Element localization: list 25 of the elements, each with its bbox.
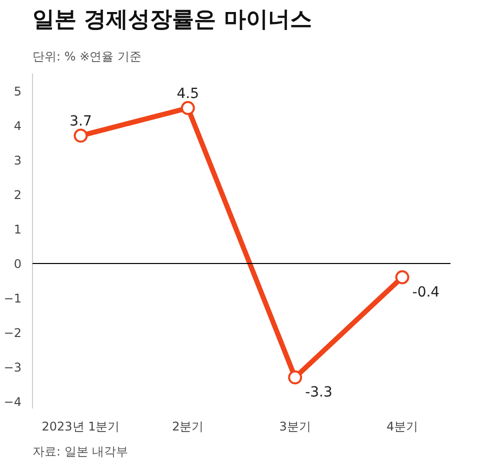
y-tick-label: 0 bbox=[14, 256, 22, 271]
y-tick-label: 3 bbox=[14, 153, 22, 168]
data-label: 4.5 bbox=[176, 86, 200, 102]
y-tick-label: 1 bbox=[14, 222, 22, 236]
chart-title: 일본 경제성장률은 마이너스 bbox=[32, 8, 312, 32]
y-tick-label: −1 bbox=[4, 291, 22, 306]
point bbox=[74, 128, 88, 143]
point bbox=[395, 270, 410, 284]
data-label: -0.4 bbox=[412, 284, 440, 300]
data-label: 3.7 bbox=[70, 114, 92, 130]
x-tick-label: 2분기 bbox=[172, 420, 204, 434]
chart-subtitle: 단위: % ※연율 기준 bbox=[32, 50, 142, 64]
y-tick-label: 5 bbox=[14, 84, 22, 98]
x-tick-label: 3분기 bbox=[279, 420, 311, 434]
x-tick-label: 2023년 1분기 bbox=[42, 420, 120, 434]
x-tick-label: 4분기 bbox=[386, 420, 418, 434]
y-tick-label: −4 bbox=[4, 395, 22, 410]
point bbox=[288, 370, 302, 384]
text: 자료: 일본 내각부 bbox=[32, 444, 128, 458]
y-tick-label: 4 bbox=[14, 118, 22, 133]
y-tick-label: −2 bbox=[4, 326, 22, 340]
y-tick-label: 2 bbox=[14, 188, 22, 202]
data-label: -3.3 bbox=[305, 384, 332, 400]
y-tick-label: −3 bbox=[4, 360, 22, 375]
point bbox=[180, 101, 195, 116]
